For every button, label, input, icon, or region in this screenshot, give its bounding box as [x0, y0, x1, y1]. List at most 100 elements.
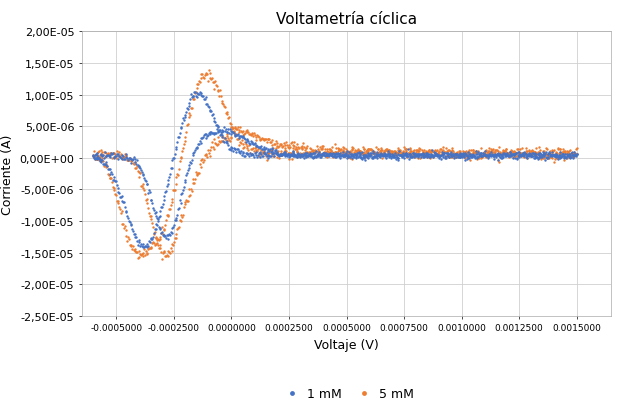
5 mM — [369, 149, 379, 156]
5 mM — [145, 245, 155, 252]
5 mM — [447, 154, 457, 161]
1 mM — [425, 153, 435, 160]
5 mM — [361, 151, 371, 157]
1 mM — [257, 147, 267, 153]
1 mM — [421, 152, 431, 159]
1 mM — [484, 151, 495, 158]
5 mM — [339, 146, 349, 152]
1 mM — [510, 155, 520, 162]
1 mM — [139, 244, 149, 250]
1 mM — [375, 151, 385, 158]
1 mM — [415, 151, 425, 158]
5 mM — [534, 151, 544, 158]
5 mM — [304, 152, 314, 158]
1 mM — [142, 181, 152, 188]
5 mM — [516, 150, 526, 157]
5 mM — [523, 152, 533, 158]
5 mM — [440, 154, 450, 160]
1 mM — [100, 153, 110, 160]
1 mM — [427, 151, 437, 158]
5 mM — [333, 145, 343, 152]
1 mM — [466, 154, 476, 160]
1 mM — [252, 144, 262, 150]
1 mM — [316, 154, 326, 160]
5 mM — [365, 147, 375, 153]
1 mM — [152, 215, 162, 222]
1 mM — [385, 153, 395, 160]
1 mM — [430, 151, 440, 157]
5 mM — [319, 149, 329, 156]
1 mM — [317, 151, 327, 158]
1 mM — [560, 155, 570, 161]
1 mM — [175, 130, 185, 137]
5 mM — [88, 153, 98, 160]
5 mM — [329, 149, 340, 156]
5 mM — [348, 145, 358, 152]
1 mM — [168, 155, 178, 162]
1 mM — [227, 130, 237, 136]
1 mM — [323, 151, 333, 158]
5 mM — [285, 144, 295, 150]
1 mM — [270, 147, 280, 154]
5 mM — [131, 165, 141, 172]
1 mM — [93, 150, 103, 157]
1 mM — [195, 90, 205, 96]
1 mM — [516, 153, 526, 160]
5 mM — [513, 150, 524, 156]
1 mM — [185, 96, 195, 103]
1 mM — [240, 153, 250, 160]
5 mM — [313, 149, 323, 156]
5 mM — [490, 149, 500, 156]
1 mM — [453, 154, 463, 160]
5 mM — [93, 149, 103, 156]
1 mM — [389, 154, 399, 161]
1 mM — [143, 190, 153, 197]
1 mM — [268, 152, 278, 158]
1 mM — [232, 146, 242, 153]
5 mM — [307, 148, 317, 155]
1 mM — [134, 237, 144, 243]
1 mM — [220, 129, 230, 135]
1 mM — [392, 154, 402, 160]
5 mM — [547, 150, 557, 156]
5 mM — [205, 75, 215, 82]
5 mM — [163, 248, 173, 255]
5 mM — [396, 150, 406, 156]
5 mM — [166, 245, 176, 252]
5 mM — [451, 154, 461, 161]
5 mM — [192, 82, 202, 88]
1 mM — [185, 160, 195, 166]
1 mM — [274, 153, 284, 160]
5 mM — [286, 150, 296, 157]
1 mM — [485, 152, 495, 159]
5 mM — [255, 136, 265, 143]
5 mM — [513, 153, 523, 160]
5 mM — [418, 149, 428, 156]
1 mM — [552, 154, 562, 160]
1 mM — [100, 149, 110, 156]
5 mM — [472, 150, 483, 156]
5 mM — [132, 249, 142, 255]
1 mM — [218, 128, 228, 134]
5 mM — [113, 198, 123, 205]
1 mM — [456, 153, 466, 160]
5 mM — [211, 141, 221, 147]
5 mM — [146, 244, 156, 251]
5 mM — [536, 156, 546, 163]
5 mM — [215, 88, 225, 94]
1 mM — [513, 153, 523, 159]
5 mM — [339, 153, 349, 160]
5 mM — [510, 149, 520, 156]
1 mM — [156, 230, 166, 237]
5 mM — [287, 156, 297, 162]
5 mM — [324, 147, 334, 153]
1 mM — [150, 211, 160, 217]
5 mM — [437, 149, 447, 155]
1 mM — [114, 154, 124, 160]
5 mM — [234, 130, 244, 136]
1 mM — [292, 154, 302, 161]
1 mM — [433, 153, 443, 160]
1 mM — [485, 152, 495, 158]
1 mM — [571, 151, 581, 158]
1 mM — [404, 151, 414, 158]
